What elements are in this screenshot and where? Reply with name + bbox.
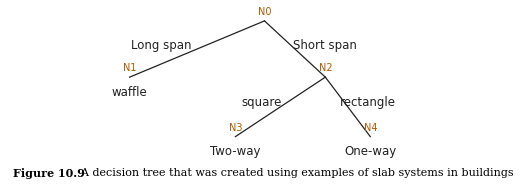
Text: N4: N4 <box>363 122 377 133</box>
Text: square: square <box>242 96 282 109</box>
Text: N2: N2 <box>318 63 332 73</box>
Text: Long span: Long span <box>131 39 191 52</box>
Text: rectangle: rectangle <box>340 96 396 109</box>
Text: N0: N0 <box>258 7 271 17</box>
Text: waffle: waffle <box>112 86 148 99</box>
Text: One-way: One-way <box>344 145 396 158</box>
Text: Figure 10.9: Figure 10.9 <box>13 168 85 179</box>
Text: N1: N1 <box>123 63 136 73</box>
Text: A decision tree that was created using examples of slab systems in buildings: A decision tree that was created using e… <box>74 168 514 178</box>
Text: N3: N3 <box>229 122 242 133</box>
Text: Short span: Short span <box>294 39 357 52</box>
Text: Two-way: Two-way <box>210 145 261 158</box>
